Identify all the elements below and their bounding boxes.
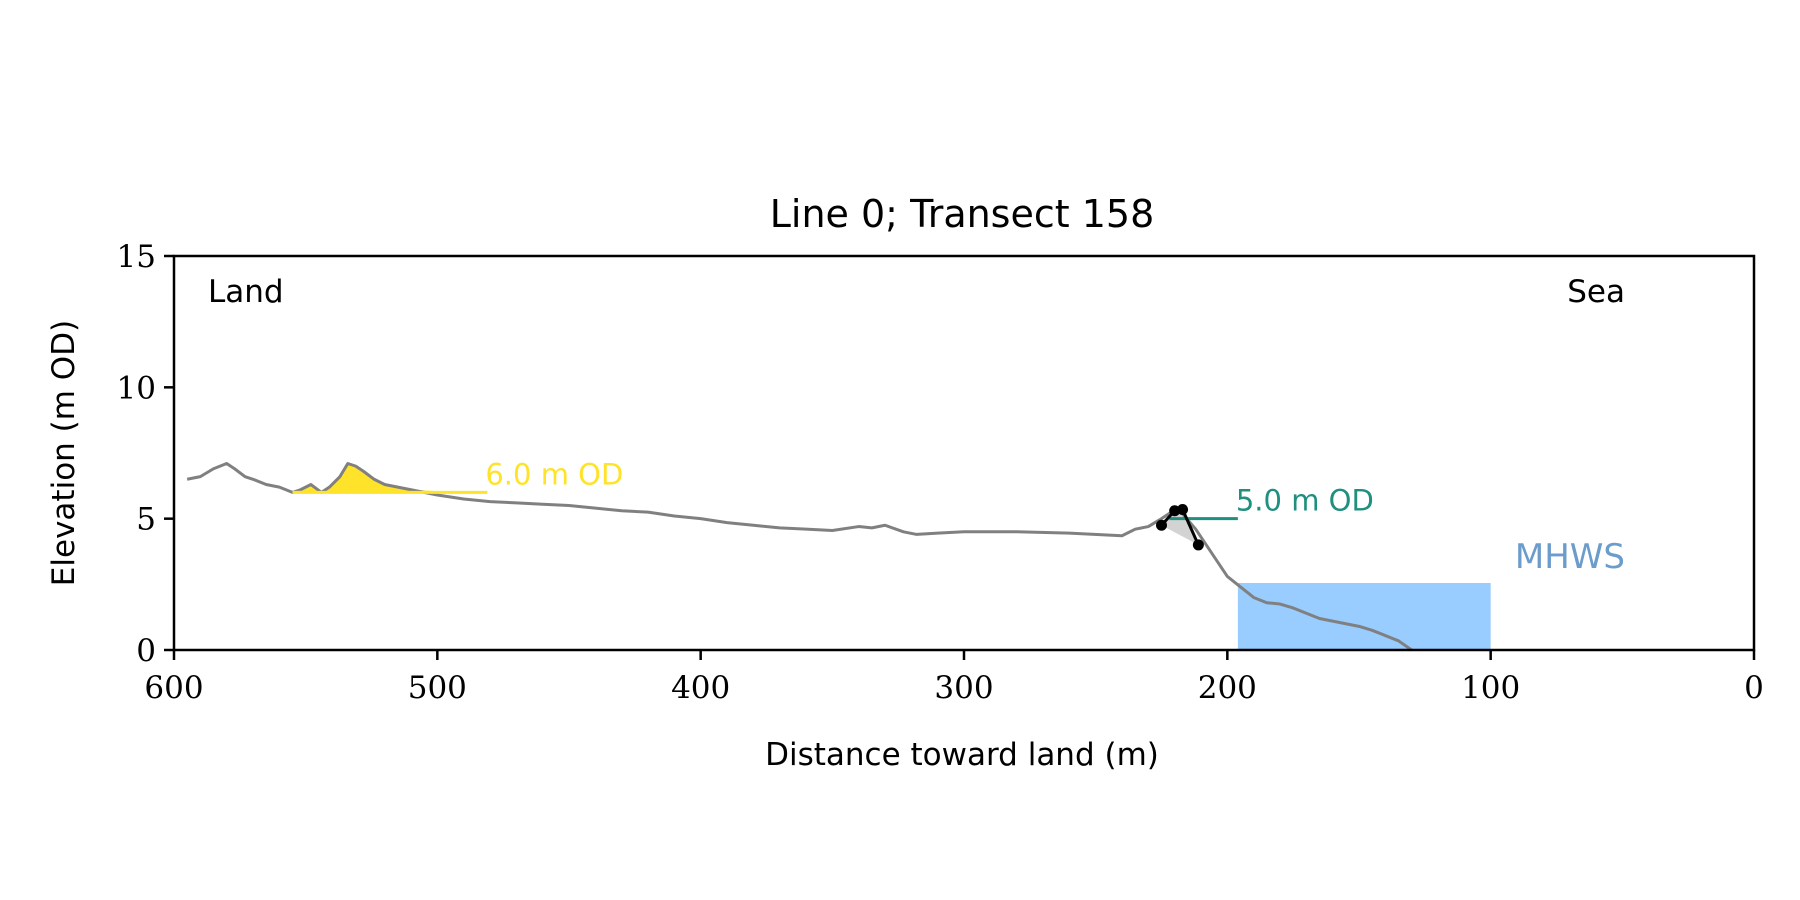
x-tick-label: 200 <box>1198 670 1257 706</box>
x-tick-label: 600 <box>144 670 203 706</box>
dune-level-annotation: 6.0 m OD <box>485 457 623 491</box>
x-tick-label: 400 <box>671 670 730 706</box>
cliff-marker <box>1177 503 1189 515</box>
sea-label: Sea <box>1567 274 1625 310</box>
y-tick-label: 0 <box>136 633 156 669</box>
y-tick-label: 10 <box>117 370 156 406</box>
axes-frame <box>172 254 1756 652</box>
y-axis-label: Elevation (m OD) <box>46 320 82 586</box>
plot-area: 6.0 m OD 5.0 m OD MHWS <box>186 457 1625 652</box>
x-tick-label: 500 <box>408 670 467 706</box>
profile-line <box>186 462 1413 652</box>
y-tick-label: 15 <box>117 239 156 275</box>
x-tick-label: 300 <box>934 670 993 706</box>
x-axis-label: Distance toward land (m) <box>765 737 1159 773</box>
y-axis: 0 5 10 15 <box>117 239 174 669</box>
cliff-marker <box>1192 539 1204 551</box>
x-axis: 600 500 400 300 200 100 0 <box>144 650 1764 706</box>
cliff-level-annotation: 5.0 m OD <box>1236 484 1374 518</box>
y-tick-label: 5 <box>136 502 156 538</box>
cliff-marker <box>1156 519 1167 531</box>
dune-fill <box>292 463 488 493</box>
land-label: Land <box>208 274 284 310</box>
chart-title: Line 0; Transect 158 <box>770 192 1155 236</box>
mhws-fill <box>1237 583 1491 650</box>
x-tick-label: 100 <box>1461 670 1520 706</box>
mhws-label: MHWS <box>1515 537 1625 577</box>
x-tick-label: 0 <box>1744 670 1764 706</box>
